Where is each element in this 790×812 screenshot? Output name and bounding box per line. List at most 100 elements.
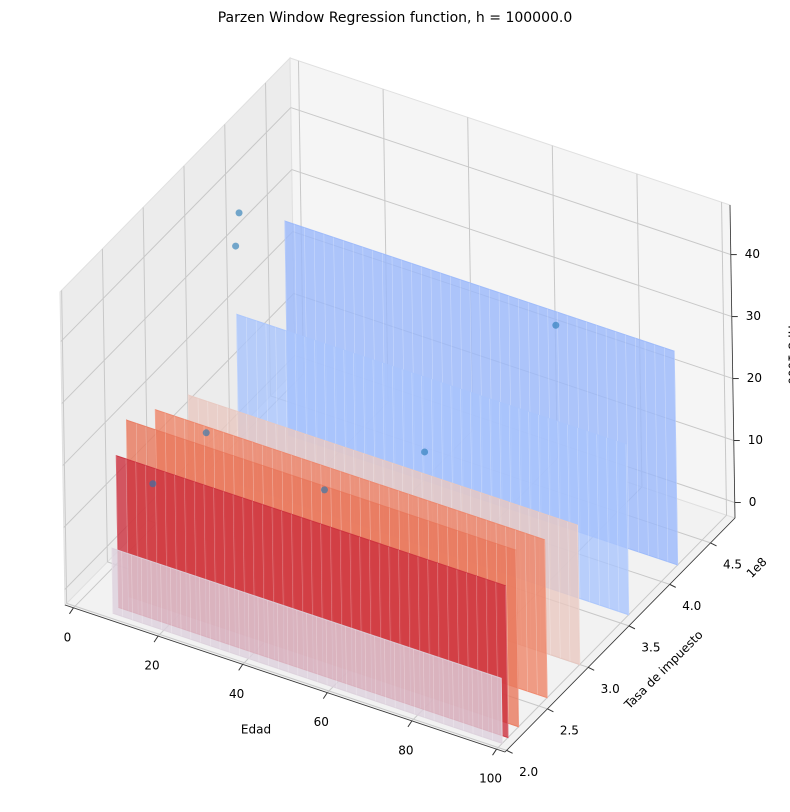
surface-wire	[625, 334, 630, 549]
z-tick-label: 40	[745, 247, 760, 261]
grid-line	[224, 124, 231, 438]
axis-line	[64, 604, 506, 753]
surface-wire	[345, 626, 347, 692]
surface-wire	[228, 587, 231, 653]
x-tick-label: 0	[64, 630, 72, 644]
y-tick	[506, 749, 513, 754]
surface-wire	[306, 613, 308, 679]
x-tick	[492, 748, 497, 756]
surface-wire	[534, 536, 538, 695]
x-tick-label: 40	[229, 687, 244, 701]
y-offset-label: 1e8	[744, 555, 770, 581]
y-tick-label: 4.0	[682, 599, 701, 613]
grid-line	[60, 107, 292, 342]
scatter-point	[552, 321, 560, 329]
surface-wire	[325, 619, 328, 685]
surface-wire	[634, 338, 639, 552]
surface-wire	[481, 671, 484, 737]
x-tick	[153, 635, 159, 643]
surface-wire	[218, 584, 221, 650]
scatter-point	[149, 480, 157, 488]
scatter-point	[421, 448, 429, 456]
surface-wire	[673, 351, 678, 565]
surface-wire	[615, 441, 620, 612]
x-tick	[69, 607, 74, 615]
surface-wire	[471, 668, 474, 734]
surface-wire	[150, 561, 153, 627]
scatter-point	[232, 242, 240, 250]
surface-wire	[179, 570, 182, 637]
surface-wire	[374, 636, 377, 702]
z-axis-label: HPU 1000	[786, 325, 790, 384]
surface-wire	[586, 431, 591, 602]
x-tick-label: 20	[144, 659, 159, 673]
surface-wire	[548, 515, 551, 655]
surface-wire	[505, 546, 510, 724]
x-tick	[407, 720, 413, 728]
axis-line	[729, 204, 736, 519]
grid-line	[61, 290, 68, 604]
surface-wire	[625, 444, 629, 615]
surface-wire	[316, 616, 318, 682]
x-tick-label: 80	[398, 743, 413, 757]
y-tick-label: 2.5	[560, 723, 579, 737]
surface-wire	[432, 655, 435, 721]
surface-wire	[567, 521, 571, 662]
surface-wire	[354, 629, 357, 695]
surface-wire	[364, 632, 367, 698]
x-axis-label: Edad	[241, 723, 271, 737]
y-tick-label: 3.0	[601, 682, 620, 696]
surface-wire	[247, 593, 250, 659]
x-tick	[322, 692, 328, 699]
surface-wire	[606, 437, 610, 609]
grid-line	[66, 602, 507, 751]
surface-wire	[452, 662, 454, 728]
x-tick	[238, 664, 244, 671]
surface-wire	[461, 665, 464, 731]
grid-line	[496, 514, 727, 750]
x-tick-label: 100	[479, 772, 502, 786]
y-tick	[628, 625, 636, 630]
y-tick-label: 3.5	[641, 640, 660, 654]
y-axis-label: Tasa de impuesto	[621, 628, 706, 713]
surface-wire	[442, 658, 445, 724]
surface-wire	[296, 610, 299, 676]
z-tick-label: 0	[749, 495, 757, 509]
scatter-point	[320, 486, 328, 494]
surface-wire	[577, 525, 581, 665]
axis-line	[504, 517, 736, 753]
grid-line	[101, 248, 108, 562]
grid-line	[290, 107, 731, 256]
y-tick	[669, 583, 676, 588]
surface-wire	[160, 564, 162, 630]
surface-wire	[170, 567, 172, 633]
x-tick-label: 60	[314, 715, 329, 729]
surface-wire	[644, 341, 649, 556]
z-tick-label: 30	[746, 309, 761, 323]
surface-wire	[524, 533, 528, 692]
surface-wire	[111, 548, 114, 614]
surface-wire	[199, 577, 201, 643]
grid-line	[61, 169, 293, 404]
grid-line	[721, 202, 728, 516]
surface-wire	[335, 623, 338, 689]
surface-wire	[131, 554, 133, 620]
z-tick-label: 20	[747, 371, 762, 385]
surface-wire	[664, 347, 669, 562]
y-tick-label: 4.5	[723, 557, 742, 571]
surface-wire	[267, 600, 270, 666]
scatter-point	[235, 209, 243, 217]
surface-wire	[596, 434, 600, 605]
surface-wire	[423, 652, 425, 718]
z-tick-label: 10	[748, 433, 763, 447]
plot-area: 0 20 40 60 80 100 2.0 2.5 3.0 3.5 4.0 4.5 0 10 20 30 40 E…	[59, 56, 790, 786]
surface-wire	[413, 649, 415, 715]
surface-strip	[111, 547, 503, 745]
surface-wire	[140, 557, 143, 624]
surface-wire	[286, 606, 289, 672]
surface-wire	[121, 551, 124, 617]
grid-line	[62, 231, 294, 466]
surface-wire	[491, 675, 493, 741]
surface-wire	[557, 518, 561, 659]
